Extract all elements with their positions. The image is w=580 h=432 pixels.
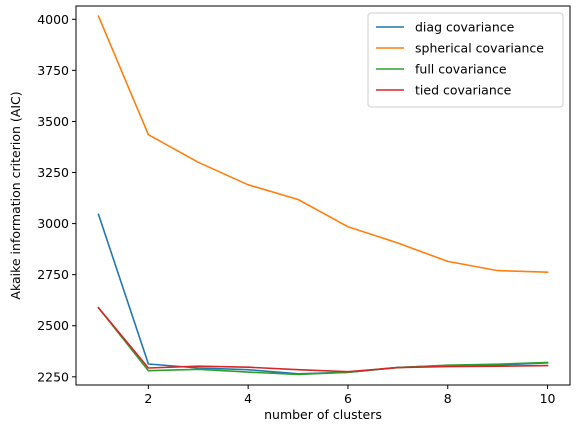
y-tick-label: 4000 [37,12,69,27]
series-line-4 [97,306,549,373]
x-tick-label: 6 [344,391,352,406]
legend-box [367,12,564,108]
x-axis-label: number of clusters [264,407,382,422]
legend: diag covariance spherical covariance full … [367,12,564,108]
series-layer [97,15,549,376]
series-line-2 [97,15,549,274]
y-tick-label: 2500 [37,318,69,333]
y-tick-label: 2750 [37,267,69,282]
y-tick-label: 3250 [37,165,69,180]
y-tick-label: 3750 [37,63,69,78]
legend-label: full covariance [415,62,507,77]
x-tick-label: 4 [244,391,252,406]
y-axis-label: Akaike information criterion (AIC) [8,91,23,299]
axes-frame [75,5,571,386]
y-tick-label: 2250 [37,369,69,384]
x-tick-label: 10 [540,391,556,406]
y-tick-label: 3500 [37,114,69,129]
legend-label: diag covariance [415,20,515,35]
series-line-3 [97,306,549,376]
x-tick-label: 8 [444,391,452,406]
ticks-layer: 2 4 6 8 10 2250 2500 2750 3000 3250 3500 3750 4000 [37,12,555,406]
y-tick-label: 3000 [37,216,69,231]
legend-label: tied covariance [415,83,512,98]
x-tick-label: 2 [144,391,152,406]
legend-label: spherical covariance [415,41,544,56]
